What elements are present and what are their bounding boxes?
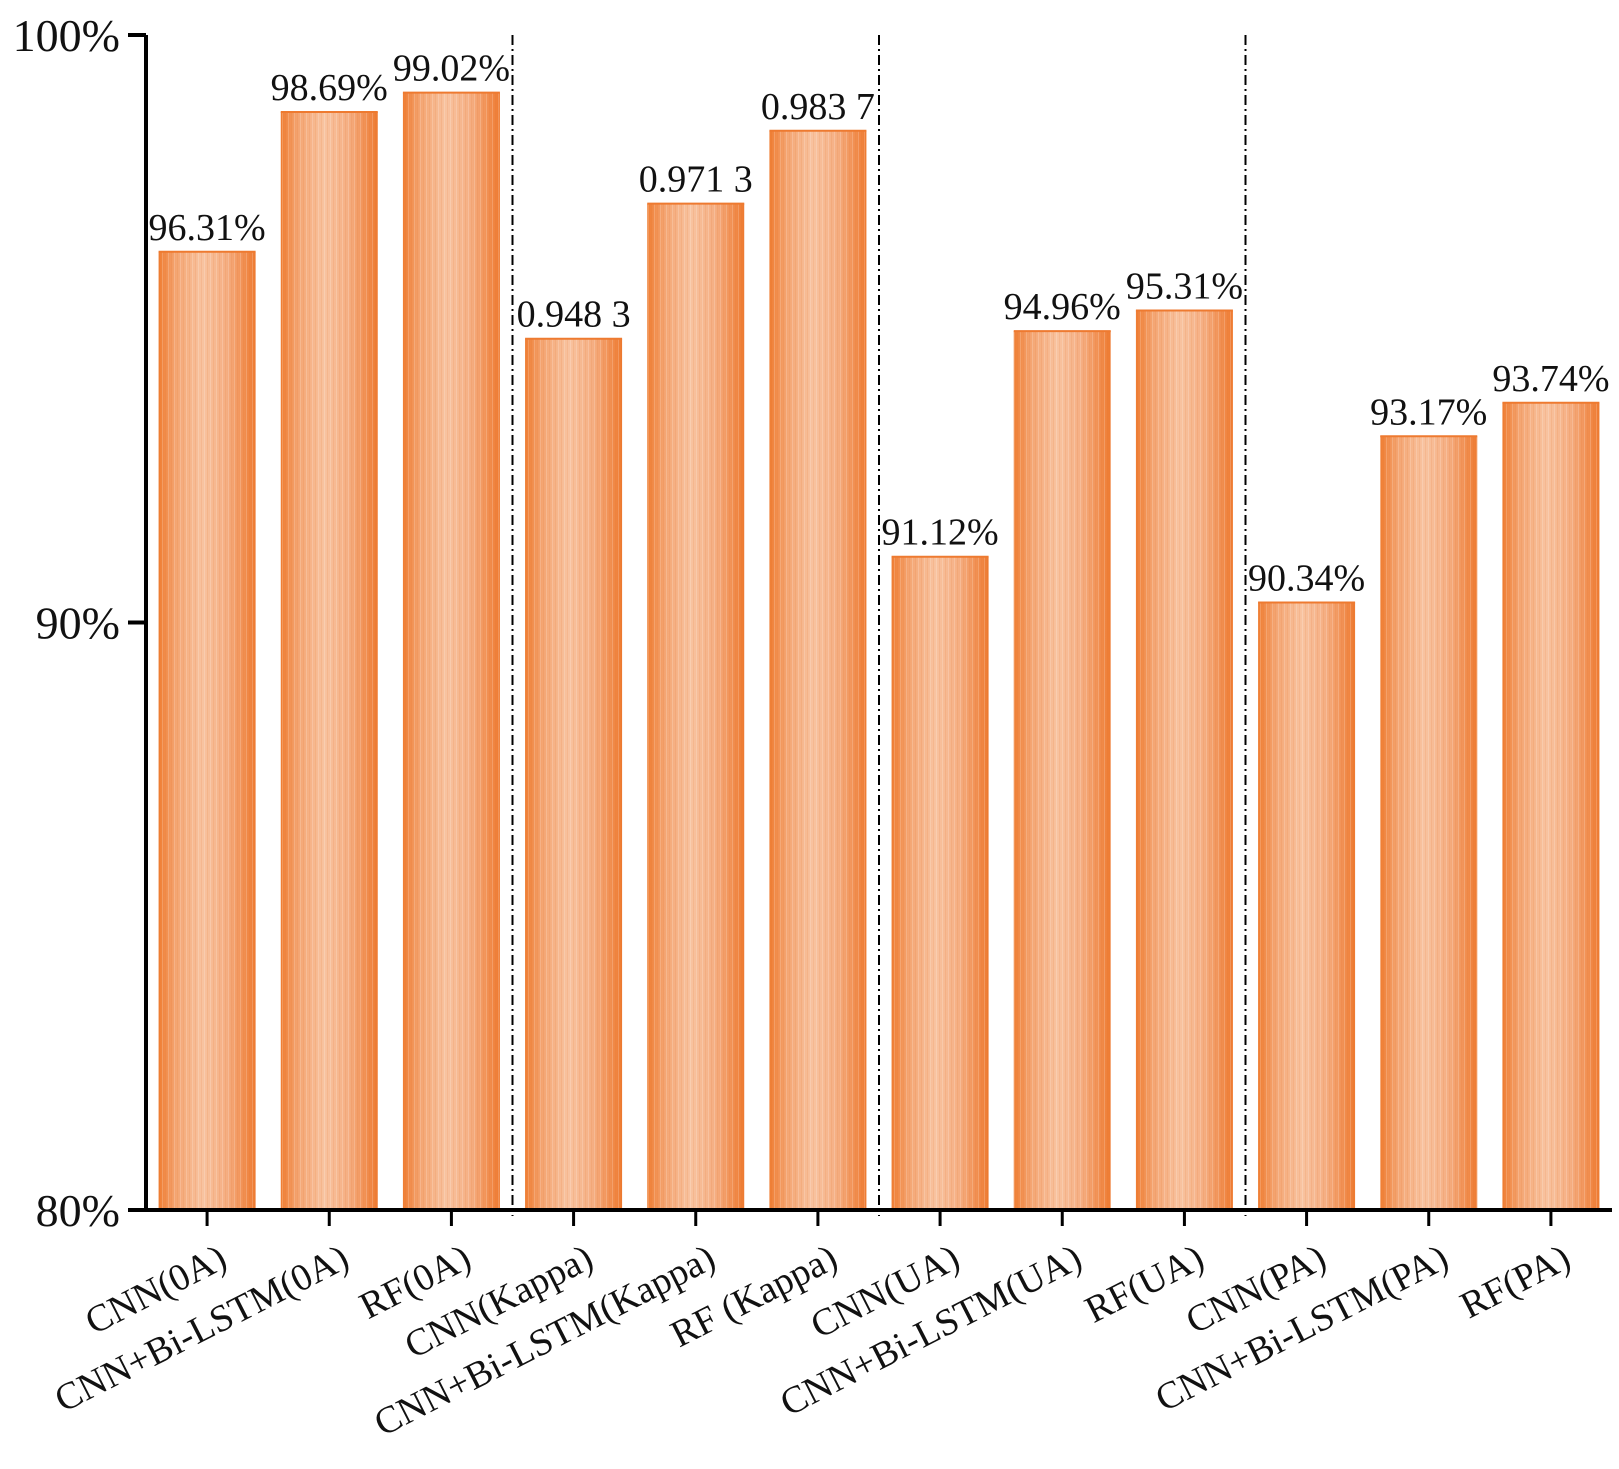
data-label-2: 98.69% bbox=[271, 67, 388, 109]
data-label-12: 93.74% bbox=[1492, 358, 1609, 400]
axes bbox=[128, 33, 1612, 1226]
data-label-3: 99.02% bbox=[393, 48, 510, 90]
bar-texture-4 bbox=[525, 338, 623, 1210]
data-label-11: 93.17% bbox=[1370, 391, 1487, 433]
bar-texture-5 bbox=[647, 203, 745, 1211]
data-label-6: 0.983 7 bbox=[761, 86, 875, 128]
bar-texture-10 bbox=[1258, 602, 1356, 1210]
data-label-1: 96.31% bbox=[149, 207, 266, 249]
y-tick-label-1: 80% bbox=[36, 1185, 120, 1236]
data-label-4: 0.948 3 bbox=[517, 294, 631, 336]
data-label-8: 94.96% bbox=[1004, 286, 1121, 328]
bar-texture-7 bbox=[891, 556, 989, 1210]
bar-texture-3 bbox=[402, 92, 500, 1211]
data-label-5: 0.971 3 bbox=[639, 159, 753, 201]
bar-texture-9 bbox=[1135, 310, 1233, 1211]
bar-texture-8 bbox=[1013, 331, 1111, 1211]
data-label-10: 90.34% bbox=[1248, 558, 1365, 600]
bars bbox=[158, 91, 1600, 1211]
bar-texture-2 bbox=[280, 111, 378, 1210]
category-label-12: RF(PA) bbox=[1454, 1237, 1577, 1327]
data-label-9: 95.31% bbox=[1126, 266, 1243, 308]
data-label-7: 91.12% bbox=[882, 512, 999, 554]
bar-texture-1 bbox=[158, 251, 256, 1211]
group-separators bbox=[511, 35, 1247, 1216]
y-tick-label-2: 90% bbox=[36, 598, 120, 649]
bar-texture-6 bbox=[769, 130, 867, 1211]
y-tick-label-3: 100% bbox=[13, 10, 120, 61]
bar-texture-12 bbox=[1502, 402, 1600, 1210]
bar-texture-11 bbox=[1380, 436, 1478, 1210]
